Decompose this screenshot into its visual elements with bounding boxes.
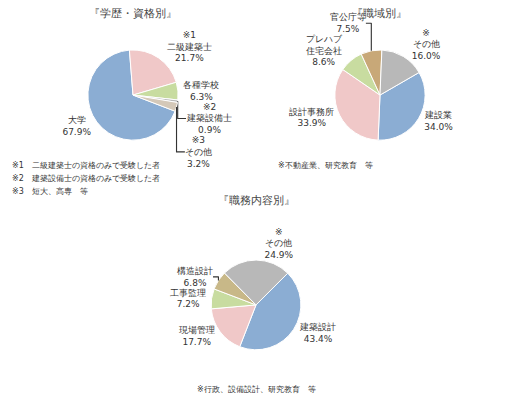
- svg-text:※2建築設備士0.9%: ※2建築設備士0.9%: [186, 102, 232, 135]
- svg-text:※1二級建築士21.7%: ※1二級建築士21.7%: [167, 30, 212, 63]
- svg-text:『学歴・資格別』: 『学歴・資格別』: [89, 7, 177, 20]
- svg-text:※その他16.0%: ※その他16.0%: [412, 28, 441, 61]
- svg-text:官公庁等7.5%: 官公庁等7.5%: [330, 12, 366, 34]
- svg-text:※行政、設備設計、研究教育 等: ※行政、設備設計、研究教育 等: [197, 385, 316, 394]
- svg-text:『職域別』: 『職域別』: [352, 7, 407, 20]
- svg-text:※1 二級建築士の資格のみで受験した者: ※1 二級建築士の資格のみで受験した者: [12, 161, 160, 170]
- svg-text:※不動産業、研究教育 等: ※不動産業、研究教育 等: [278, 161, 373, 170]
- svg-text:現場管理17.7%: 現場管理17.7%: [179, 325, 215, 347]
- svg-text:構造設計6.8%: 構造設計6.8%: [177, 266, 213, 288]
- svg-text:※2 建築設備士の資格のみで受験した者: ※2 建築設備士の資格のみで受験した者: [12, 174, 160, 183]
- svg-text:大学67.9%: 大学67.9%: [62, 115, 91, 137]
- svg-text:『職務内容別』: 『職務内容別』: [218, 194, 295, 207]
- svg-text:※3その他3.2%: ※3その他3.2%: [185, 135, 212, 168]
- svg-text:※3 短大、高専 等: ※3 短大、高専 等: [12, 187, 88, 196]
- svg-text:工事監理7.2%: 工事監理7.2%: [170, 288, 206, 310]
- svg-text:建築設計43.4%: 建築設計43.4%: [299, 322, 336, 344]
- svg-text:※その他24.9%: ※その他24.9%: [264, 227, 293, 260]
- svg-text:設計事務所33.9%: 設計事務所33.9%: [289, 107, 334, 129]
- svg-text:各種学校6.3%: 各種学校6.3%: [183, 80, 219, 102]
- svg-text:プレハブ住宅会社8.6%: プレハブ住宅会社8.6%: [306, 34, 343, 67]
- svg-text:建設業34.0%: 建設業34.0%: [424, 110, 453, 132]
